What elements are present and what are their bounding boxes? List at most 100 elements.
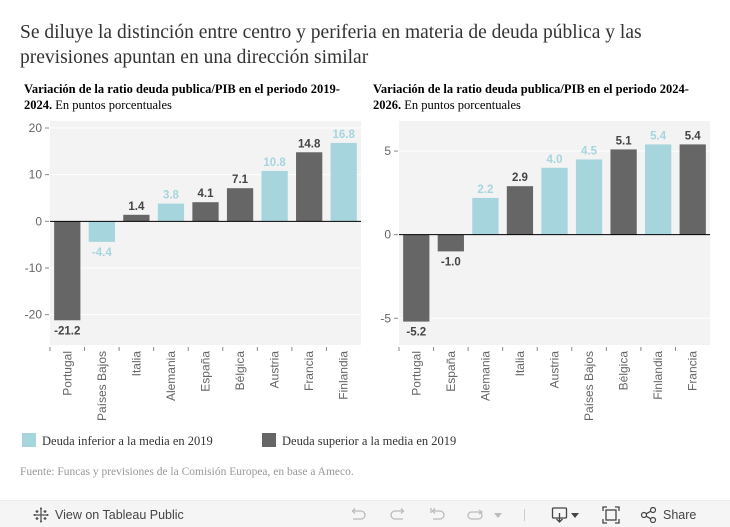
share-icon xyxy=(640,506,657,523)
chart-title-units: En puntos porcentuales xyxy=(401,97,521,112)
undo-button[interactable] xyxy=(349,501,367,527)
legend-label: Deuda inferior a la media en 2019 xyxy=(42,434,213,448)
y-tick-label: 10 xyxy=(29,168,43,182)
data-label: -21.2 xyxy=(54,325,80,337)
x-category-label: Finlandia xyxy=(651,351,665,400)
legend-swatch-above xyxy=(262,432,276,447)
download-icon xyxy=(551,506,579,523)
x-category-label: Francia xyxy=(686,351,700,391)
data-label: 14.8 xyxy=(298,138,321,150)
toolbar-divider xyxy=(524,501,525,527)
bar-italia[interactable] xyxy=(123,214,150,222)
x-category-label: Italia xyxy=(513,351,527,377)
x-category-label: Italia xyxy=(129,351,143,377)
x-category-label: Finlandia xyxy=(337,351,351,400)
data-label: 2.9 xyxy=(512,172,528,184)
bar-francia[interactable] xyxy=(296,152,323,222)
bar-alemania[interactable] xyxy=(472,197,499,235)
x-category-label: España xyxy=(199,351,213,392)
bar-portugal[interactable] xyxy=(403,234,430,322)
data-label: -1.0 xyxy=(441,256,461,268)
redo-icon xyxy=(390,507,405,520)
refresh-icon xyxy=(467,509,484,520)
data-label: 4.0 xyxy=(547,154,563,166)
x-category-label: Países Bajos xyxy=(95,351,109,421)
x-category-label: Austria xyxy=(548,351,562,389)
data-label: 5.4 xyxy=(685,130,702,142)
x-category-label: Países Bajos xyxy=(582,351,596,421)
x-category-label: España xyxy=(444,351,458,392)
chart-title-units: En puntos porcentuales xyxy=(52,97,172,112)
data-label: 4.1 xyxy=(198,188,215,200)
bar-chart-2019-2024[interactable]: 20 10 0 -10 -20 -21.2 Portugal -4.4 Países Bajos… xyxy=(0,0,370,430)
y-tick-label: 5 xyxy=(384,144,391,158)
x-category-label: Austria xyxy=(268,351,282,389)
redo-button[interactable] xyxy=(389,501,407,527)
data-label: 16.8 xyxy=(333,129,356,141)
x-category-label: Portugal xyxy=(409,351,423,396)
y-tick-label: -5 xyxy=(380,311,391,325)
y-tick-label: 20 xyxy=(29,121,43,135)
refresh-dropdown[interactable] xyxy=(493,501,503,527)
chart-title-2024-2026: Variación de la ratio deuda publica/PIB … xyxy=(373,82,703,113)
share-label: Share xyxy=(663,507,697,522)
bar-bélgica[interactable] xyxy=(226,188,254,222)
bar-chart-2024-2026[interactable]: 5 0 -5 -5.2 Portugal -1.0 España 2.2 Alemania 2.9… xyxy=(0,0,730,430)
x-category-label: Alemania xyxy=(478,351,492,401)
legend-label: Deuda superior a la media en 2019 xyxy=(282,434,457,448)
data-label: -5.2 xyxy=(406,327,426,339)
fullscreen-icon xyxy=(602,505,620,524)
bar-países-bajos[interactable] xyxy=(88,221,115,242)
chart-title-2019-2024: Variación de la ratio deuda publica/PIB … xyxy=(24,82,354,113)
data-label: -4.4 xyxy=(92,247,112,259)
y-tick-label: 0 xyxy=(35,214,42,228)
legend-swatch-below xyxy=(22,432,36,447)
legend-item-below-average[interactable]: Deuda inferior a la media en 2019 xyxy=(22,432,213,449)
data-label: 1.4 xyxy=(128,201,145,213)
y-tick-label: 0 xyxy=(384,228,391,242)
x-category-label: Bélgica xyxy=(617,351,631,391)
source-note: Fuente: Funcas y previsiones de la Comis… xyxy=(20,466,354,478)
bar-finlandia[interactable] xyxy=(330,142,357,222)
tableau-logo-icon xyxy=(33,507,49,523)
view-on-tableau-label: View on Tableau Public xyxy=(55,507,184,522)
legend-item-above-average[interactable]: Deuda superior a la media en 2019 xyxy=(262,432,457,449)
data-label: 7.1 xyxy=(232,174,249,186)
y-tick-label: -10 xyxy=(25,261,43,275)
data-label: 5.1 xyxy=(616,135,633,147)
data-label: 10.8 xyxy=(263,157,286,169)
x-category-label: Portugal xyxy=(60,351,74,396)
undo-icon xyxy=(351,507,366,520)
view-on-tableau-link[interactable]: View on Tableau Public xyxy=(33,501,184,527)
revert-button[interactable] xyxy=(428,501,446,527)
bar-bélgica[interactable] xyxy=(610,149,637,235)
bar-austria[interactable] xyxy=(541,167,568,235)
data-label: 5.4 xyxy=(650,130,667,142)
data-label: 2.2 xyxy=(477,184,493,196)
download-button[interactable] xyxy=(551,501,581,527)
data-label: 3.8 xyxy=(163,190,180,202)
bar-austria[interactable] xyxy=(261,170,288,222)
tableau-toolbar: View on Tableau Public Share xyxy=(0,500,730,527)
main-title: Se diluye la distinción entre centro y p… xyxy=(20,22,642,68)
chart-title-bold: Variación de la ratio deuda publica/PIB … xyxy=(373,82,689,112)
x-category-label: Francia xyxy=(302,351,316,391)
share-button[interactable]: Share xyxy=(640,501,696,527)
bar-alemania[interactable] xyxy=(157,203,185,222)
data-label: 4.5 xyxy=(581,145,598,157)
bar-países-bajos[interactable] xyxy=(575,159,603,235)
bar-portugal[interactable] xyxy=(54,221,81,321)
bar-francia[interactable] xyxy=(679,144,706,235)
x-category-label: Bélgica xyxy=(233,351,247,391)
bar-españa[interactable] xyxy=(437,234,464,252)
bar-italia[interactable] xyxy=(506,186,534,235)
x-category-label: Alemania xyxy=(164,351,178,401)
refresh-button[interactable] xyxy=(466,501,486,527)
y-tick-label: -20 xyxy=(25,308,43,322)
bar-españa[interactable] xyxy=(192,202,219,222)
dropdown-caret-icon xyxy=(494,512,502,518)
revert-icon xyxy=(430,507,445,520)
fullscreen-button[interactable] xyxy=(602,501,620,527)
chart-title-bold: Variación de la ratio deuda publica/PIB … xyxy=(24,82,340,112)
bar-finlandia[interactable] xyxy=(645,144,672,235)
